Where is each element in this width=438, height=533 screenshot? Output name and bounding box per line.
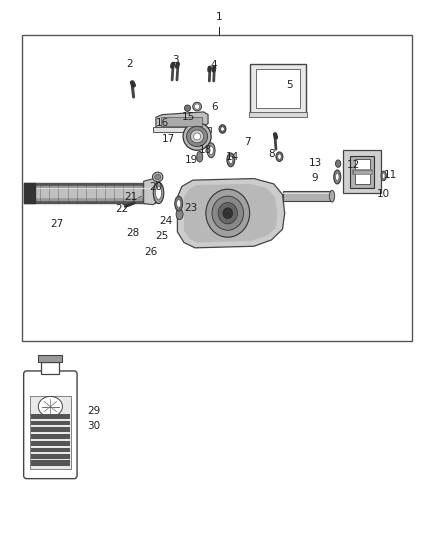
Ellipse shape [197,151,203,162]
Polygon shape [177,179,285,248]
Ellipse shape [206,189,250,237]
Ellipse shape [229,156,233,164]
Ellipse shape [209,146,213,155]
Ellipse shape [194,104,200,109]
Text: 21: 21 [124,192,137,202]
Ellipse shape [218,203,237,224]
Text: 24: 24 [159,216,172,226]
Polygon shape [283,191,332,201]
FancyBboxPatch shape [250,64,306,113]
Text: 13: 13 [309,158,322,168]
Text: 16: 16 [156,118,170,127]
Text: 29: 29 [88,407,101,416]
Bar [31,414,70,419]
Bar [31,427,70,432]
Ellipse shape [153,182,164,204]
Bar [38,355,62,362]
Ellipse shape [177,199,180,207]
Text: 1: 1 [215,12,223,22]
Ellipse shape [152,172,163,182]
Bar [22,35,412,341]
FancyBboxPatch shape [343,150,381,193]
Bar [31,460,70,466]
FancyBboxPatch shape [355,159,370,184]
Bar [41,362,59,374]
Text: 30: 30 [88,422,101,431]
Ellipse shape [381,171,386,181]
FancyBboxPatch shape [249,112,307,117]
Ellipse shape [278,154,281,159]
FancyBboxPatch shape [256,69,300,108]
Bar [31,448,70,453]
Text: 20: 20 [149,182,162,191]
FancyBboxPatch shape [24,371,77,479]
Text: 9: 9 [311,173,318,183]
Text: 25: 25 [155,231,169,240]
Polygon shape [144,178,158,205]
Ellipse shape [219,125,226,133]
Text: 6: 6 [211,102,218,111]
FancyBboxPatch shape [153,127,211,132]
Ellipse shape [227,153,235,167]
Text: 11: 11 [384,170,397,180]
Bar [31,441,70,446]
Text: 15: 15 [182,112,195,122]
Ellipse shape [207,143,215,158]
Bar [31,421,70,425]
Ellipse shape [187,126,208,147]
Ellipse shape [194,133,201,140]
Text: 12: 12 [347,160,360,170]
Ellipse shape [193,102,201,111]
Text: 5: 5 [286,80,293,90]
Ellipse shape [223,208,233,219]
Ellipse shape [221,127,224,131]
Text: 4: 4 [210,60,217,70]
Ellipse shape [212,196,244,230]
Text: 26: 26 [145,247,158,256]
Bar [30,396,71,469]
Ellipse shape [382,173,385,179]
Text: 7: 7 [244,137,251,147]
Ellipse shape [336,160,341,167]
Ellipse shape [184,105,191,111]
Bar [31,434,70,439]
Polygon shape [156,112,208,129]
Ellipse shape [329,190,335,202]
FancyBboxPatch shape [350,156,374,188]
Bar [31,454,70,459]
Text: 8: 8 [268,149,275,158]
Ellipse shape [176,209,183,220]
Text: 19: 19 [185,155,198,165]
Text: 14: 14 [226,152,239,161]
Text: 28: 28 [126,229,139,238]
Text: 17: 17 [162,134,175,143]
Ellipse shape [183,123,211,150]
Ellipse shape [155,174,161,180]
Text: 2: 2 [126,59,133,69]
Ellipse shape [175,196,183,211]
Text: 18: 18 [199,146,212,155]
Ellipse shape [334,170,341,184]
FancyBboxPatch shape [161,117,202,126]
Text: 10: 10 [377,189,390,199]
Text: 22: 22 [115,204,128,214]
Ellipse shape [191,130,204,143]
Text: 23: 23 [184,203,197,213]
Ellipse shape [336,173,339,181]
Text: 3: 3 [172,55,179,64]
Ellipse shape [38,397,62,417]
Ellipse shape [155,187,162,199]
Text: 27: 27 [50,219,64,229]
Ellipse shape [276,152,283,161]
Polygon shape [184,184,277,243]
